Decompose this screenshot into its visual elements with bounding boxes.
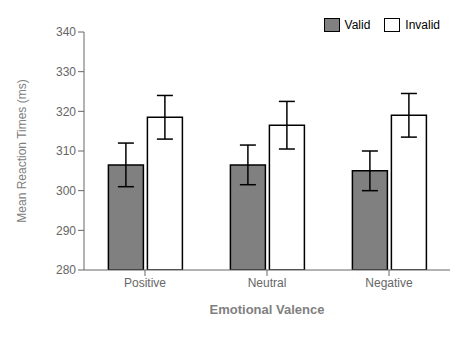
svg-text:300: 300 — [56, 184, 76, 198]
svg-text:280: 280 — [56, 263, 76, 277]
html-text:Invalid: Invalid — [405, 18, 440, 32]
svg-text:Emotional Valence: Emotional Valence — [210, 302, 325, 317]
svg-text:310: 310 — [56, 144, 76, 158]
svg-text:Positive: Positive — [124, 276, 166, 290]
svg-text:290: 290 — [56, 224, 76, 238]
svg-text:340: 340 — [56, 25, 76, 39]
svg-text:Mean Reaction Times (ms): Mean Reaction Times (ms) — [15, 79, 29, 222]
svg-text:330: 330 — [56, 65, 76, 79]
svg-text:320: 320 — [56, 105, 76, 119]
svg-text:Negative: Negative — [365, 276, 413, 290]
svg-text:Neutral: Neutral — [248, 276, 287, 290]
html-text:Valid: Valid — [344, 18, 371, 32]
